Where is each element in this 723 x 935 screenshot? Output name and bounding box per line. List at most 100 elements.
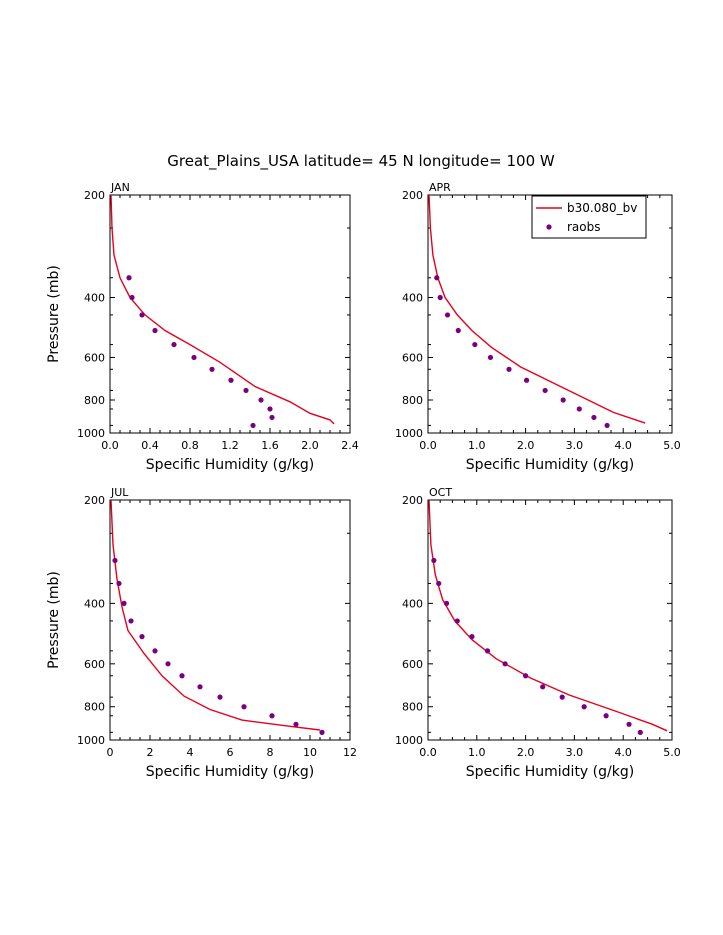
- oct-xtick-label: 5.0: [663, 746, 681, 759]
- jul-raobs-point: [179, 673, 185, 679]
- apr-raobs-point: [591, 414, 597, 421]
- jul-xtick-label: 8: [267, 746, 274, 759]
- jul-raobs-point: [197, 684, 203, 690]
- jan-raobs-point: [126, 275, 132, 281]
- oct-raobs-point: [626, 721, 632, 727]
- jul-x-axis-title: Specific Humidity (g/kg): [146, 764, 314, 780]
- oct-ytick-label: 800: [402, 701, 423, 714]
- jul-raobs-point: [152, 648, 158, 654]
- oct-raobs-point: [540, 684, 546, 690]
- jul-y-axis-title: Pressure (mb): [46, 571, 62, 669]
- jan-ytick-label: 200: [84, 189, 105, 202]
- apr-xtick-label: 2.0: [517, 439, 535, 452]
- oct-ytick-label: 200: [402, 494, 423, 507]
- apr-x-axis-title: Specific Humidity (g/kg): [466, 457, 634, 473]
- jul-panel-label: JUL: [110, 486, 129, 499]
- jan-raobs-point: [243, 387, 249, 394]
- jul-raobs-point: [139, 634, 145, 640]
- jul-raobs-point: [241, 704, 247, 710]
- jul-raobs-point: [121, 600, 127, 606]
- oct-xtick-label: 2.0: [517, 746, 535, 759]
- jan-xtick-label: 0.4: [141, 439, 159, 452]
- jan-raobs-point: [228, 377, 234, 383]
- jul-raobs-point: [269, 713, 275, 719]
- figure-title: Great_Plains_USA latitude= 45 N longitud…: [167, 152, 555, 171]
- oct-xtick-label: 1.0: [468, 746, 486, 759]
- jan-y-axis-title: Pressure (mb): [46, 265, 62, 363]
- apr-raobs-point: [542, 387, 548, 394]
- oct-raobs-point: [431, 557, 437, 564]
- oct-ytick-label: 400: [402, 597, 423, 610]
- jan-ytick-label: 800: [84, 394, 105, 407]
- legend-model-label: b30.080_bv: [567, 201, 637, 215]
- oct-raobs-point: [581, 704, 587, 710]
- jan-panel-label: JAN: [110, 181, 130, 194]
- oct-raobs-point: [502, 661, 508, 667]
- legend-box: [531, 195, 647, 239]
- oct-panel-label: OCT: [429, 486, 452, 499]
- apr-xtick-label: 3.0: [566, 439, 584, 452]
- apr-raobs-point: [604, 422, 610, 429]
- jan-xtick-label: 1.6: [261, 439, 279, 452]
- jan-raobs-point: [269, 414, 275, 421]
- apr-xtick-label: 1.0: [468, 439, 486, 452]
- jan-xtick-label: 0.0: [101, 439, 119, 452]
- oct-xtick-label: 4.0: [614, 746, 632, 759]
- apr-model-line: [428, 194, 646, 424]
- jul-xtick-label: 6: [227, 746, 234, 759]
- jan-xtick-label: 0.8: [181, 439, 199, 452]
- jan-raobs-point: [267, 406, 273, 412]
- apr-ytick-label: 1000: [395, 427, 423, 440]
- oct-raobs-point: [603, 713, 609, 719]
- apr-raobs-point: [444, 312, 451, 318]
- oct-x-axis-title: Specific Humidity (g/kg): [466, 764, 634, 780]
- oct-ytick-label: 600: [402, 658, 423, 671]
- legend-obs-label: raobs: [567, 220, 601, 234]
- apr-panel-label: APR: [429, 181, 451, 194]
- oct-raobs-point: [637, 729, 643, 735]
- jan-x-axis-title: Specific Humidity (g/kg): [146, 457, 314, 473]
- jul-raobs-point: [112, 557, 118, 564]
- apr-raobs-point: [560, 397, 566, 403]
- jan-raobs-point: [258, 397, 264, 403]
- jul-xtick-label: 4: [187, 746, 194, 759]
- jul-model-line: [110, 499, 321, 731]
- apr-ytick-label: 800: [402, 394, 423, 407]
- apr-xtick-label: 4.0: [614, 439, 632, 452]
- jan-ytick-label: 400: [84, 292, 105, 305]
- jan-raobs-point: [129, 294, 135, 301]
- oct-xtick-label: 3.0: [566, 746, 584, 759]
- jan-raobs-point: [209, 366, 215, 372]
- jan-raobs-point: [139, 312, 145, 318]
- jan-xtick-label: 1.2: [221, 439, 239, 452]
- jul-xtick-label: 2: [147, 746, 154, 759]
- jul-ytick-label: 400: [84, 597, 105, 610]
- jul-xtick-label: 10: [303, 746, 317, 759]
- oct-raobs-point: [559, 694, 565, 700]
- apr-xtick-label: 0.0: [419, 439, 437, 452]
- jan-ytick-label: 1000: [77, 427, 105, 440]
- oct-ytick-label: 1000: [395, 734, 423, 747]
- jul-raobs-point: [217, 694, 223, 700]
- apr-raobs-point: [437, 294, 443, 301]
- oct-model-line: [428, 499, 668, 732]
- jan-axes-frame: [109, 194, 351, 434]
- jan-raobs-point: [171, 341, 177, 348]
- oct-axes-frame: [427, 499, 673, 741]
- jan-xtick-label: 2.4: [341, 439, 359, 452]
- apr-raobs-point: [487, 354, 494, 361]
- apr-raobs-point: [523, 377, 530, 383]
- jan-ytick-label: 600: [84, 351, 105, 364]
- jan-model-line: [110, 194, 335, 425]
- jul-raobs-point: [319, 729, 325, 735]
- apr-raobs-point: [506, 366, 512, 372]
- jul-ytick-label: 200: [84, 494, 105, 507]
- oct-xtick-label: 0.0: [419, 746, 437, 759]
- jul-axes-frame: [109, 499, 351, 741]
- oct-raobs-point: [443, 600, 450, 606]
- jul-xtick-label: 12: [343, 746, 357, 759]
